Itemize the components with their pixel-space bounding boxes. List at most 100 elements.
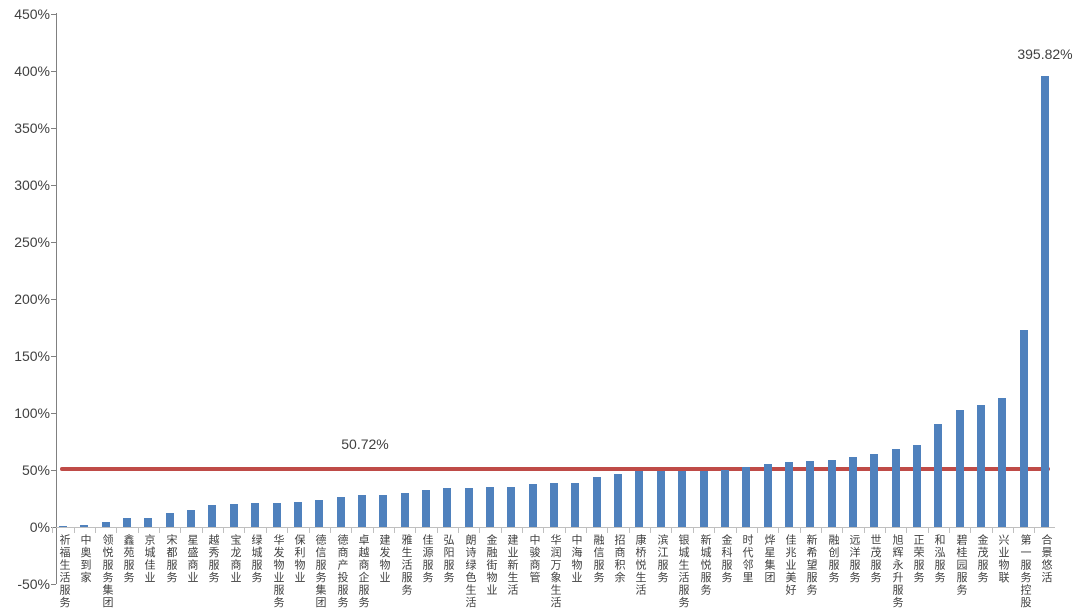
category-label: 朗诗绿色生活 xyxy=(464,534,476,609)
y-axis-tick-label: 450% xyxy=(14,6,50,22)
x-axis-tick xyxy=(394,527,395,533)
bar xyxy=(401,493,409,527)
category-label: 和泓服务 xyxy=(933,534,945,584)
bar xyxy=(337,497,345,527)
reference-line-label: 50.72% xyxy=(341,436,389,452)
category-label: 佳兆业美好 xyxy=(784,534,796,597)
x-axis-tick xyxy=(736,527,737,533)
category-label: 滨江服务 xyxy=(656,534,668,584)
bar xyxy=(1020,330,1028,527)
bar xyxy=(721,470,729,527)
bar xyxy=(507,487,515,527)
x-axis-tick xyxy=(458,527,459,533)
bar xyxy=(358,495,366,527)
category-label: 弘阳服务 xyxy=(442,534,454,584)
bar xyxy=(571,483,579,527)
x-axis-tick xyxy=(714,527,715,533)
category-label: 建业新生活 xyxy=(506,534,518,597)
bar xyxy=(187,510,195,527)
bar xyxy=(251,503,259,527)
category-label: 宋都服务 xyxy=(165,534,177,584)
bar xyxy=(700,471,708,527)
x-axis-tick xyxy=(864,527,865,533)
category-label: 融信服务 xyxy=(592,534,604,584)
y-axis-tick xyxy=(51,299,56,300)
bar xyxy=(934,424,942,527)
x-axis-tick xyxy=(992,527,993,533)
x-axis-tick xyxy=(800,527,801,533)
category-label: 雅生活服务 xyxy=(400,534,412,597)
category-label: 融创服务 xyxy=(827,534,839,584)
y-axis-tick xyxy=(51,14,56,15)
y-axis-tick-label: 50% xyxy=(21,462,50,478)
bar xyxy=(123,518,131,527)
x-axis-tick xyxy=(116,527,117,533)
x-axis-tick xyxy=(244,527,245,533)
x-axis-tick xyxy=(223,527,224,533)
y-axis-tick-label: 350% xyxy=(14,120,50,136)
x-axis-tick xyxy=(586,527,587,533)
category-label: 建发物业 xyxy=(378,534,390,584)
category-label: 康桥悦生活 xyxy=(634,534,646,597)
x-axis-tick xyxy=(159,527,160,533)
max-bar-value-label: 395.82% xyxy=(1017,46,1073,62)
category-label: 鑫苑服务 xyxy=(122,534,134,584)
y-axis-tick-label: 300% xyxy=(14,177,50,193)
bar xyxy=(742,467,750,527)
category-label: 华润万象生活 xyxy=(549,534,561,609)
x-axis-tick xyxy=(373,527,374,533)
x-axis-tick xyxy=(821,527,822,533)
bar xyxy=(870,454,878,527)
category-label: 华发物业服务 xyxy=(272,534,284,609)
y-axis-tick-label: 150% xyxy=(14,348,50,364)
bar xyxy=(678,471,686,527)
x-axis-tick xyxy=(1013,527,1014,533)
y-axis-tick-label: -50% xyxy=(17,576,50,592)
bar xyxy=(315,500,323,527)
bar xyxy=(593,477,601,527)
bar xyxy=(828,460,836,527)
x-axis-tick xyxy=(885,527,886,533)
x-axis-tick xyxy=(970,527,971,533)
y-axis-tick xyxy=(51,128,56,129)
category-label: 卓越商企服务 xyxy=(357,534,369,609)
category-label: 绿城服务 xyxy=(250,534,262,584)
category-label: 越秀服务 xyxy=(207,534,219,584)
bar xyxy=(892,449,900,527)
bar xyxy=(465,488,473,527)
x-axis-tick xyxy=(52,527,53,533)
x-axis-tick xyxy=(522,527,523,533)
bar xyxy=(80,525,88,527)
bar xyxy=(144,518,152,527)
y-axis-tick xyxy=(51,356,56,357)
category-label: 旭辉永升服务 xyxy=(891,534,903,609)
bar xyxy=(273,503,281,527)
category-label: 世茂服务 xyxy=(869,534,881,584)
y-axis-tick xyxy=(51,242,56,243)
x-axis-tick xyxy=(629,527,630,533)
x-axis-tick xyxy=(949,527,950,533)
x-axis-tick xyxy=(202,527,203,533)
bar xyxy=(1041,76,1049,527)
y-axis-tick-label: 100% xyxy=(14,405,50,421)
category-label: 中海物业 xyxy=(570,534,582,584)
category-label: 保利物业 xyxy=(293,534,305,584)
bar xyxy=(913,445,921,527)
bar xyxy=(294,502,302,527)
x-axis-tick xyxy=(415,527,416,533)
x-axis-tick xyxy=(671,527,672,533)
y-axis-tick xyxy=(51,71,56,72)
category-label: 德商产投服务 xyxy=(336,534,348,609)
bar xyxy=(529,484,537,527)
bar xyxy=(208,505,216,527)
category-label: 中奥到家 xyxy=(79,534,91,584)
x-axis-tick xyxy=(757,527,758,533)
category-label: 京城佳业 xyxy=(143,534,155,584)
x-axis-tick xyxy=(650,527,651,533)
bar xyxy=(849,457,857,527)
bar xyxy=(102,522,110,527)
category-label: 祈福生活服务 xyxy=(58,534,70,609)
x-axis-tick xyxy=(906,527,907,533)
